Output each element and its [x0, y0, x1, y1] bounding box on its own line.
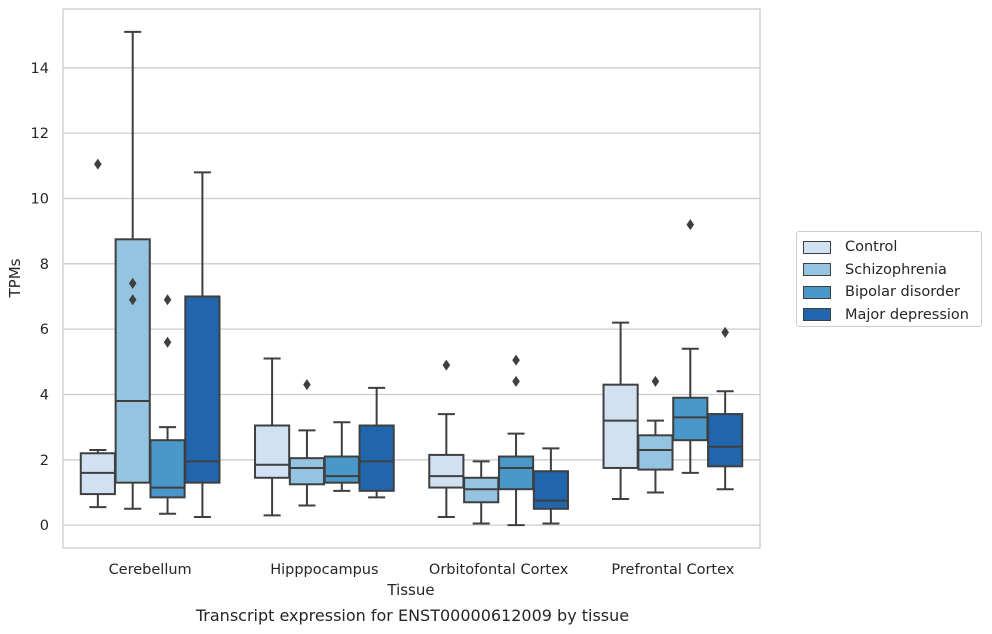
y-tick-label: 2 [40, 453, 49, 469]
box-major-depression [184, 171, 221, 518]
box-bipolar-disorder [323, 421, 360, 492]
outlier-point [512, 354, 520, 366]
box-iqr [323, 455, 360, 484]
legend: Control Schizophrenia Bipolar disorder M… [796, 231, 982, 327]
box-iqr [532, 470, 569, 510]
outlier-point [128, 294, 137, 306]
box-bipolar-disorder [497, 354, 535, 527]
x-tick-label: Prefrontal Cortex [611, 562, 734, 578]
box-iqr [497, 455, 535, 491]
box-iqr [428, 453, 465, 489]
box-iqr [149, 439, 186, 499]
legend-swatch-bipolar-disorder [803, 285, 831, 299]
box-iqr [114, 238, 151, 484]
legend-item-schizophrenia: Schizophrenia [803, 259, 981, 282]
legend-label: Bipolar disorder [845, 284, 960, 301]
plot-frame [62, 8, 761, 549]
chart-caption: Transcript expression for ENST0000061200… [195, 606, 630, 625]
box-major-depression [532, 447, 569, 525]
x-tick-label: Cerebellum [109, 562, 192, 578]
outlier-point [651, 375, 660, 387]
outlier-point [512, 375, 520, 387]
box-schizophrenia [463, 460, 500, 525]
y-tick-label: 8 [40, 257, 49, 273]
outlier-point [94, 158, 102, 170]
box-iqr [602, 383, 639, 469]
box-iqr [358, 424, 395, 492]
x-tick-label: Orbitofontal Cortex [429, 562, 569, 578]
box-major-depression [358, 386, 395, 499]
outlier-point [163, 336, 172, 348]
box-major-depression [707, 326, 744, 491]
box-iqr [672, 396, 709, 442]
x-tick-label: Hipppocampus [270, 562, 378, 578]
x-tick-labels: Cerebellum Hipppocampus Orbitofontal Corte… [109, 562, 735, 578]
legend-item-control: Control [803, 236, 981, 259]
legend-swatch-schizophrenia [803, 263, 831, 277]
y-tick-label: 12 [31, 126, 49, 142]
legend-label: Major depression [845, 306, 969, 323]
y-tick-label: 6 [40, 322, 49, 338]
legend-item-bipolar-disorder: Bipolar disorder [803, 281, 981, 304]
x-axis-label: Tissue [386, 581, 434, 599]
box-control [602, 321, 639, 500]
y-tick-label: 14 [31, 61, 49, 77]
box-control [79, 158, 116, 509]
box-iqr [637, 434, 674, 471]
box-control [428, 359, 465, 518]
outlier-point [686, 219, 695, 231]
outlier-point [163, 294, 172, 306]
outlier-point [128, 277, 137, 289]
y-tick-labels: 0 2 4 6 8 10 12 14 [31, 61, 49, 534]
box-control [254, 357, 291, 517]
box-iqr [288, 457, 326, 486]
legend-swatch-control [803, 240, 831, 254]
box-iqr [184, 295, 221, 484]
y-tick-label: 10 [31, 191, 49, 207]
box-iqr [254, 424, 291, 479]
legend-label: Schizophrenia [845, 261, 947, 278]
y-tick-label: 0 [40, 518, 49, 534]
box-schizophrenia [114, 30, 151, 510]
outlier-point [721, 326, 729, 338]
box-schizophrenia [637, 375, 674, 494]
y-axis-label: TPMs [6, 258, 24, 298]
box-bipolar-disorder [672, 219, 709, 474]
legend-swatch-major-depression [803, 308, 831, 322]
legend-label: Control [845, 239, 898, 256]
outlier-point [303, 379, 311, 391]
box-iqr [707, 413, 744, 468]
box-groups [79, 30, 744, 527]
box-bipolar-disorder [149, 294, 186, 515]
outlier-point [442, 359, 451, 371]
legend-item-major-depression: Major depression [803, 304, 981, 327]
y-tick-label: 4 [40, 387, 49, 403]
box-schizophrenia [288, 379, 326, 507]
